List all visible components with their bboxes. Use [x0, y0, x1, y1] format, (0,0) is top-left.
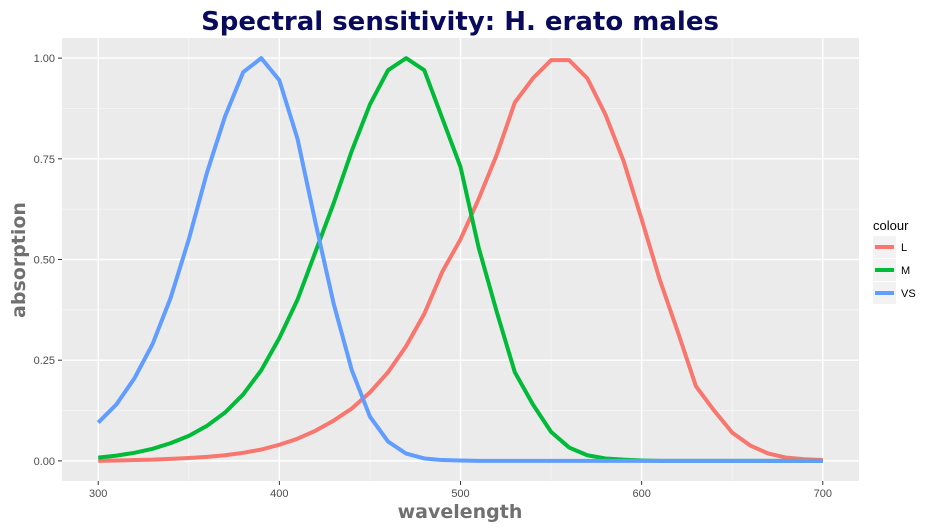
- x-tick-label: 600: [632, 488, 650, 500]
- series-lines: [96, 56, 823, 463]
- x-tick-label: 300: [89, 488, 107, 500]
- chart-title: Spectral sensitivity: H. erato males: [201, 7, 719, 37]
- x-tick-label: 700: [814, 488, 832, 500]
- y-tick-label: 0.75: [34, 154, 55, 166]
- x-axis-ticks: 300 400 500 600 700: [89, 481, 832, 500]
- y-tick-label: 1.00: [34, 53, 55, 65]
- legend: colour LM VS: [873, 218, 916, 304]
- y-tick-label: 0.25: [34, 355, 55, 367]
- legend-label-vs: VS: [901, 288, 916, 300]
- y-tick-label: 0.50: [34, 255, 55, 267]
- x-tick-label: 400: [270, 488, 288, 500]
- legend-label-m: M: [901, 265, 910, 277]
- y-axis-ticks: 0.00 0.25 0.50 0.75 1.00: [34, 53, 62, 468]
- y-tick-label: 0.00: [34, 456, 55, 468]
- x-axis-title: wavelength: [398, 501, 523, 523]
- legend-title: colour: [873, 218, 909, 233]
- legend-label-l: L: [901, 242, 907, 254]
- series-line-l: [98, 58, 823, 463]
- series-line-vs: [96, 56, 823, 463]
- y-axis-title: absorption: [8, 202, 30, 318]
- x-tick-label: 500: [451, 488, 469, 500]
